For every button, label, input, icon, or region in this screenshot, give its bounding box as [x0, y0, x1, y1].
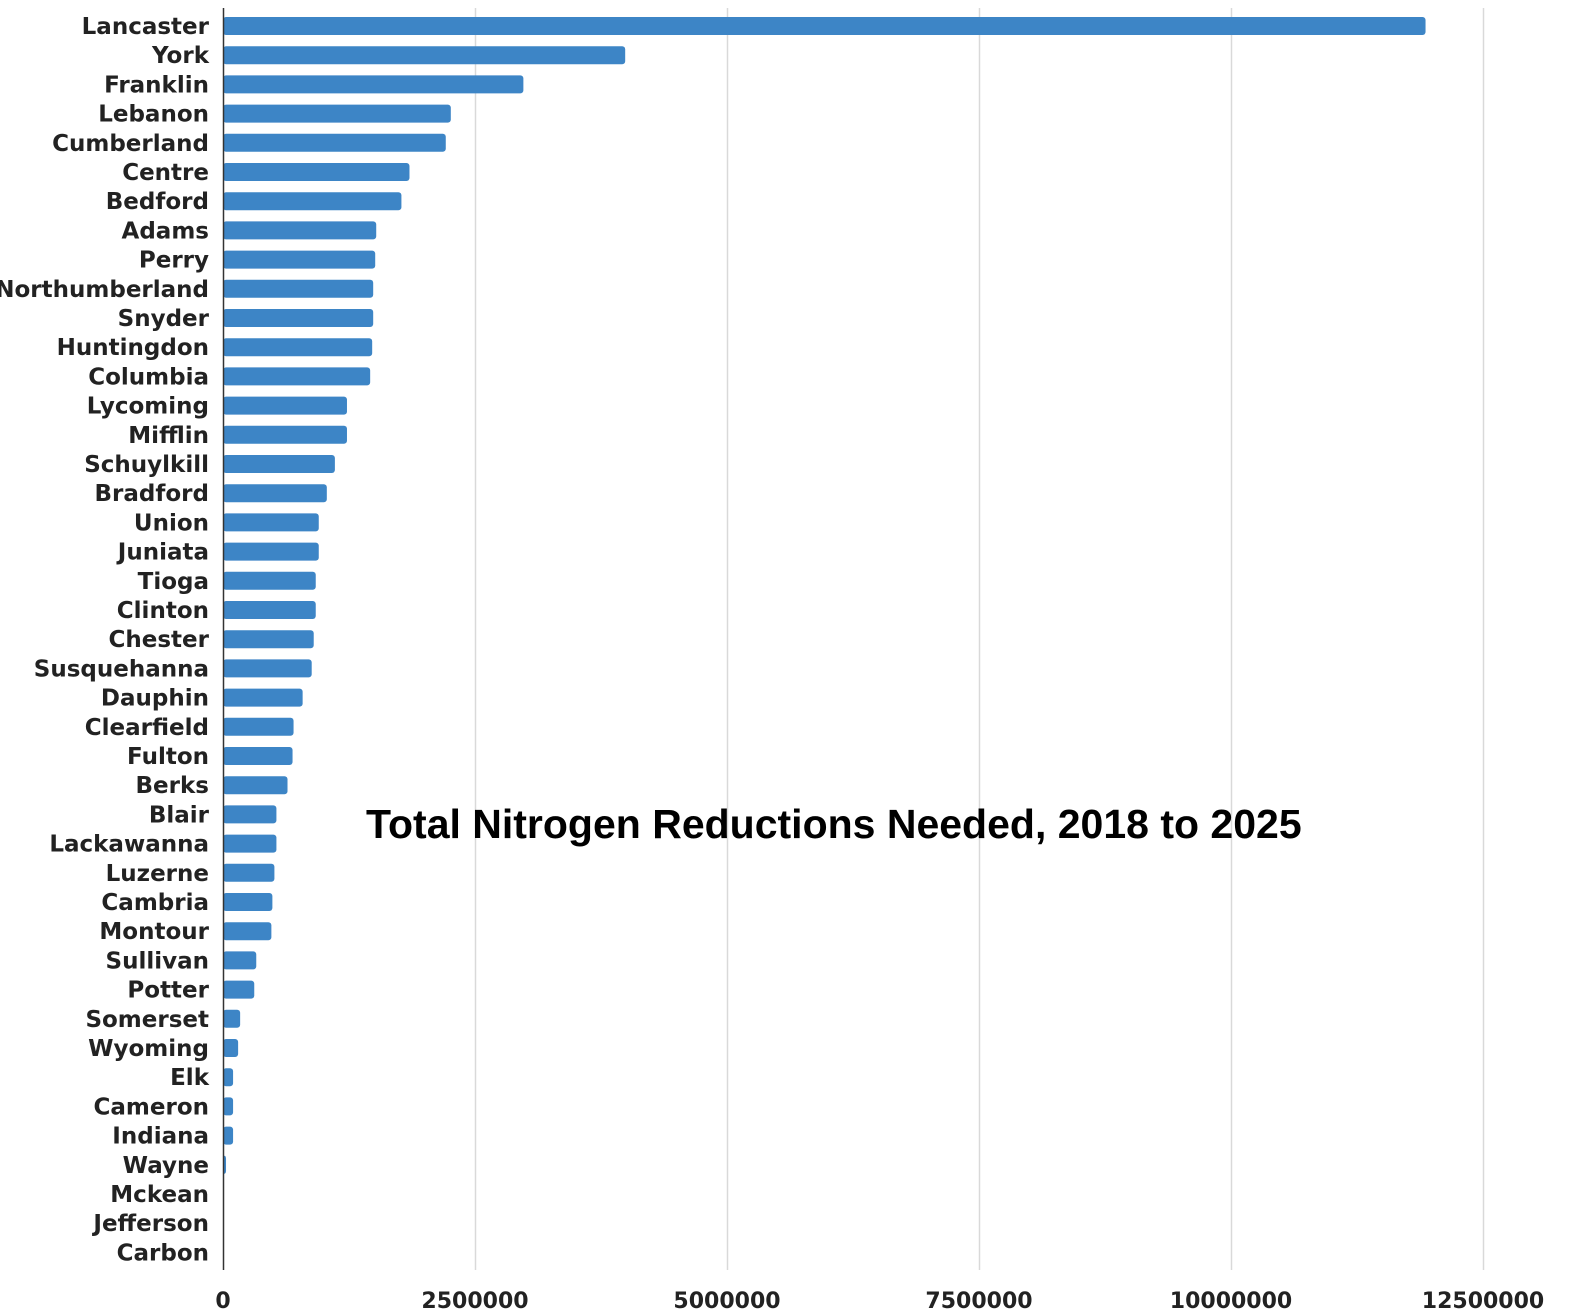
category-label: Clinton [117, 598, 209, 624]
category-label: Union [134, 510, 209, 536]
bar [223, 922, 272, 941]
bar [223, 747, 293, 765]
category-label: Lancaster [82, 14, 210, 40]
bar [223, 717, 294, 736]
category-label: Berks [136, 773, 209, 799]
bar [223, 601, 316, 619]
category-label: Schuylkill [84, 452, 209, 478]
x-tick-label: 5000000 [673, 1289, 780, 1314]
bar [223, 75, 524, 94]
bar [223, 396, 347, 415]
category-label: Luzerne [106, 861, 209, 887]
category-label: Susquehanna [34, 656, 209, 682]
x-tick-label: 2500000 [421, 1289, 528, 1314]
bar [223, 338, 373, 357]
bar [223, 776, 288, 795]
bar [223, 863, 275, 882]
category-label: Clearfield [85, 715, 209, 741]
bar [223, 309, 374, 327]
bar [223, 1039, 239, 1057]
category-label: Jefferson [91, 1211, 209, 1237]
category-label: Bradford [95, 481, 209, 507]
category-label: Sullivan [106, 948, 209, 974]
category-label: Wayne [123, 1153, 209, 1179]
bar [223, 1126, 234, 1145]
category-label: Tioga [138, 569, 209, 595]
category-label: Cameron [94, 1094, 209, 1120]
x-tick-label: 7500000 [925, 1289, 1032, 1314]
category-label: Perry [139, 248, 209, 274]
bar [223, 279, 374, 298]
category-label: Huntingdon [57, 335, 209, 361]
category-label: Mckean [110, 1182, 209, 1208]
category-label: Mifflin [128, 423, 209, 449]
bar [223, 484, 327, 503]
category-label: Dauphin [101, 686, 209, 712]
bar [223, 659, 312, 678]
bar [223, 542, 319, 561]
category-label: Centre [122, 160, 209, 186]
chart-title: Total Nitrogen Reductions Needed, 2018 t… [366, 801, 1302, 847]
category-label: Columbia [88, 364, 209, 390]
bar [223, 163, 410, 181]
bar [223, 688, 303, 707]
bar [223, 893, 273, 911]
bar [223, 571, 316, 590]
bar [223, 192, 402, 211]
bar [223, 1009, 241, 1028]
bar [223, 250, 376, 269]
category-label: Indiana [112, 1124, 209, 1150]
category-label: Blair [149, 802, 210, 828]
bar [223, 630, 314, 649]
bar [223, 1097, 234, 1116]
bar [223, 221, 377, 240]
bar [223, 834, 277, 853]
category-label: Bedford [106, 189, 209, 215]
category-label: Elk [170, 1065, 210, 1091]
category-label: Lebanon [98, 102, 209, 128]
x-tick-label: 0 [215, 1289, 230, 1314]
category-label: Wyoming [88, 1036, 209, 1062]
bar [223, 17, 1426, 35]
bar [223, 951, 257, 970]
x-tick-label: 10000000 [1170, 1289, 1292, 1314]
bar [223, 1068, 234, 1087]
bar [223, 133, 446, 152]
category-label: Cambria [101, 890, 209, 916]
category-label: Montour [99, 919, 209, 945]
bar [223, 425, 347, 444]
category-label: Lycoming [87, 394, 209, 420]
category-label: Cumberland [52, 131, 209, 157]
category-label: Juniata [116, 540, 209, 566]
category-label: Carbon [117, 1240, 209, 1266]
bar [223, 367, 371, 386]
category-label: Fulton [127, 744, 209, 770]
bar [223, 455, 335, 473]
bar [223, 46, 626, 65]
category-label: Lackawanna [49, 832, 209, 858]
bar [223, 805, 277, 824]
category-label: Northumberland [0, 277, 209, 303]
category-label: Franklin [104, 72, 209, 98]
x-tick-label: 12500000 [1422, 1289, 1544, 1314]
category-label: Chester [109, 627, 210, 653]
bar [223, 104, 451, 123]
category-label: Somerset [85, 1007, 209, 1033]
category-label: York [151, 43, 210, 69]
category-label: Adams [122, 218, 209, 244]
bar [223, 513, 319, 532]
category-label: Snyder [118, 306, 210, 332]
bar [223, 980, 255, 999]
category-label: Potter [127, 978, 209, 1004]
